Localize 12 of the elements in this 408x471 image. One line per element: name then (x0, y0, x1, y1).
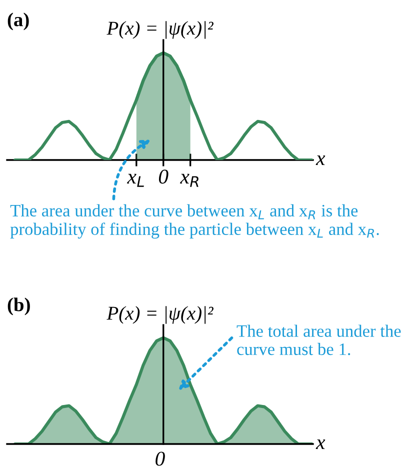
chart-title: (a) (8, 12, 29, 30)
chart-title: (b) (8, 298, 30, 316)
x-tick-label: x$_{R}$ (180, 174, 198, 187)
chart-subtitle: P(x) = |ψ(x)|² (106, 306, 214, 324)
text: The area under the curve between x$_{L}$ and x$_{R}$ is the probability of finding the particle between x$_{L}$ and x$_{R}$. (10, 204, 379, 239)
x-tick-label: x$_{L}$ (126, 174, 144, 187)
annotation: The total area under the curve must be 1. (236, 324, 401, 356)
text: 0 (156, 452, 165, 466)
x-axis-title: x (316, 439, 326, 450)
x-axis-title: x (316, 155, 326, 166)
x-tick-label: 0 (158, 170, 168, 184)
chart-subtitle: P(x) = |ψ(x)|² (106, 21, 214, 39)
